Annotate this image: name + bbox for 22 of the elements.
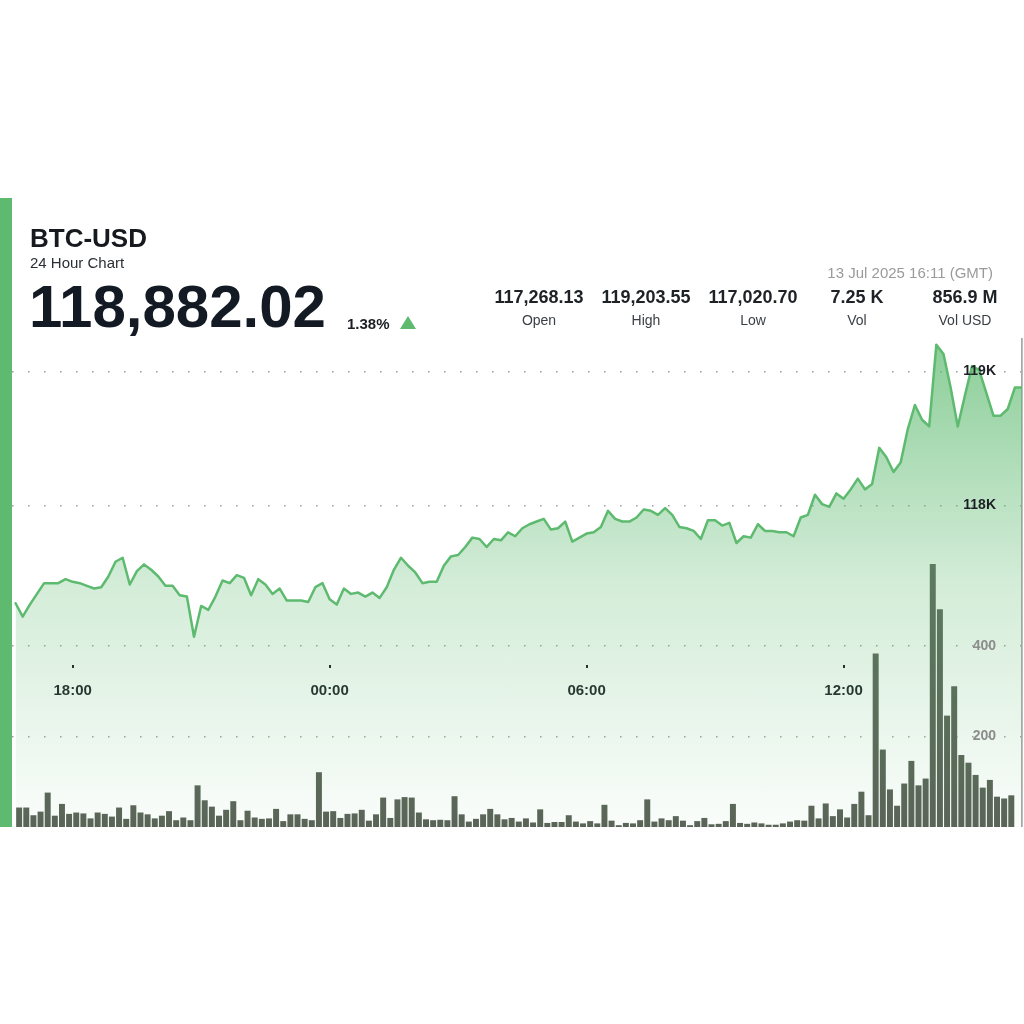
annotation: 118,882.02 bbox=[29, 273, 326, 340]
chart-subtitle: 24 Hour Chart bbox=[30, 254, 125, 271]
text: Low bbox=[739, 312, 767, 328]
chart-title: BTC-USD bbox=[30, 223, 147, 253]
text: High bbox=[630, 312, 662, 328]
text: Open bbox=[520, 312, 558, 328]
text: 117,020.70 bbox=[708, 287, 798, 307]
y-tick-label: 118K bbox=[963, 496, 996, 513]
x-tick-label: 06:00 bbox=[567, 681, 606, 699]
text: 117,268.13 bbox=[494, 287, 584, 307]
text: 856.9 M bbox=[931, 287, 999, 307]
y2-tick-label: 400 bbox=[972, 636, 997, 653]
text: Vol bbox=[846, 312, 868, 328]
y2-tick-label: 200 bbox=[972, 727, 997, 744]
x-tick-label: 00:00 bbox=[310, 681, 349, 699]
text: Vol USD bbox=[937, 312, 993, 328]
text: 7.25 K bbox=[830, 287, 884, 307]
x-tick-label: 12:00 bbox=[824, 681, 863, 699]
x-tick-label: 18:00 bbox=[53, 681, 92, 699]
text: 119,203.55 bbox=[601, 287, 691, 307]
text: 1.38% bbox=[347, 315, 390, 332]
text: 13 Jul 2025 16:11 (GMT) bbox=[827, 264, 993, 281]
